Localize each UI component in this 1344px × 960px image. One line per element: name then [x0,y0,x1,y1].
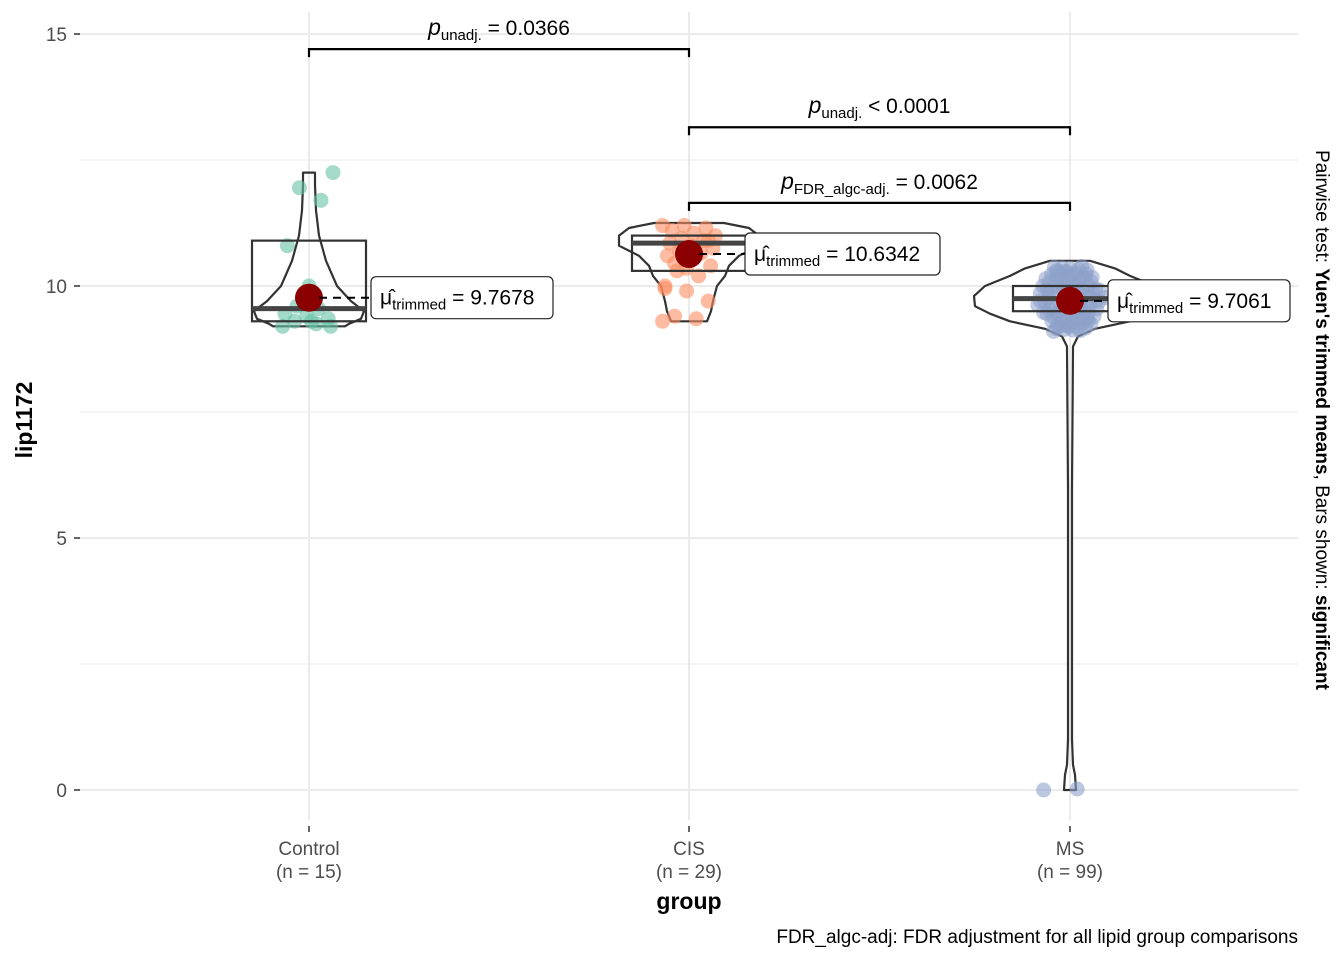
data-point [700,293,716,309]
mu-subscript: trimmed [392,297,446,314]
x-tick-n-label: (n = 29) [656,862,722,883]
data-point [657,281,673,297]
data-point [655,313,671,329]
p-subscript: unadj. [821,105,862,122]
comparison-label: punadj. = 0.0366 [427,14,570,44]
data-point [1039,306,1055,322]
comparison-label: pFDR_algc-adj. = 0.0062 [780,168,978,198]
y-tick-label: 10 [46,277,67,298]
x-axis: Control(n = 15) CIS(n = 29) MS(n = 99) [276,826,1103,883]
mu-symbol: μ̂ [380,287,396,310]
data-point [1070,312,1086,328]
y-tick-label: 15 [46,25,67,46]
data-point [275,318,291,334]
mean-label-box [1107,279,1291,323]
mu-subscript: trimmed [766,253,820,270]
subtitle-test-name: Yuen's trimmed means [1311,268,1332,474]
data-point [291,180,307,196]
data-point [655,218,671,234]
comparison-label: punadj. < 0.0001 [808,92,951,122]
mean-value: = 10.6342 [820,243,920,266]
data-point [279,238,295,254]
data-point [679,283,695,299]
mean-value: = 9.7061 [1183,290,1271,313]
data-point [1052,318,1068,334]
p-symbol: p [780,168,794,194]
x-tick-label: CIS [673,839,705,860]
trimmed-mean-point [295,283,323,312]
p-value: < 0.0001 [862,95,950,118]
x-tick-label: Control [278,839,339,860]
y-tick-label: 5 [56,529,67,550]
x-tick-label: MS [1056,839,1085,860]
subtitle-bars: significant [1311,595,1332,691]
mean-label-box [370,276,554,320]
comparison-bracket [687,126,1072,136]
data-point [1038,271,1054,287]
subtitle-middle: , Bars shown: [1311,475,1332,595]
mean-label: μ̂trimmed = 9.7678 [380,287,534,314]
comparison-bracket [687,201,1072,211]
y-tick-label: 0 [56,781,67,802]
x-tick-n-label: (n = 99) [1037,862,1103,883]
pairwise-test-subtitle: Pairwise test: Yuen's trimmed means, Bar… [1311,150,1332,691]
data-point [676,218,692,234]
data-point [313,192,329,208]
data-point [1074,259,1090,275]
trimmed-mean-point [1056,286,1084,315]
subtitle-prefix: Pairwise test: [1311,150,1332,268]
p-subscript: FDR_algc-adj. [794,181,890,198]
data-point [667,308,683,324]
trimmed-mean-point [675,240,703,269]
p-value: = 0.0062 [890,171,978,194]
p-symbol: p [427,14,441,40]
data-point [703,258,719,274]
mean-label-box [744,232,941,276]
p-symbol: p [808,92,822,118]
mu-symbol: μ̂ [1117,290,1133,313]
mu-subscript: trimmed [1129,300,1183,317]
data-point [1076,270,1092,286]
data-point [688,311,704,327]
comparison-bracket [307,48,691,58]
mean-label: μ̂trimmed = 9.7061 [1117,290,1271,317]
data-point [325,165,341,181]
box-Control [250,239,368,323]
data-point [1069,781,1085,797]
data-point [323,318,339,334]
mean-value: = 9.7678 [446,287,534,310]
p-subscript: unadj. [441,27,482,44]
x-axis-title: group [656,888,721,914]
data-point [1050,264,1066,280]
y-axis: 0 5 10 15 [46,25,80,802]
mu-symbol: μ̂ [754,243,770,266]
y-axis-title: lip1172 [11,382,37,459]
mean-label: μ̂trimmed = 10.6342 [754,243,920,270]
data-point [698,220,714,236]
x-tick-n-label: (n = 15) [276,862,342,883]
p-value: = 0.0366 [482,17,570,40]
caption: FDR_algc-adj: FDR adjustment for all lip… [776,927,1298,948]
data-point [1036,782,1052,798]
data-point [691,268,707,284]
